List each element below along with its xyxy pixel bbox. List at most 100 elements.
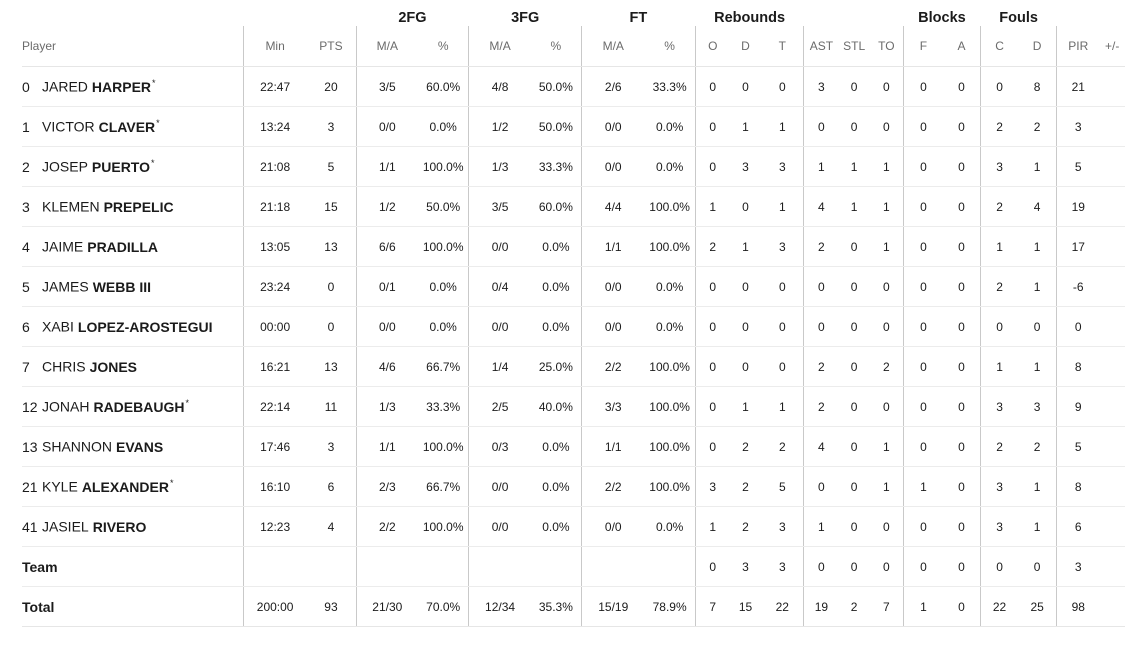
player-last-name[interactable]: PRADILLA [87,238,159,255]
stat-stl: 0 [838,506,870,547]
stat-reb-t: 22 [761,586,804,627]
player-last-name[interactable]: PREPELIC [103,198,174,215]
column-header-reb-o[interactable]: O [694,26,730,67]
column-header-3fg-ma[interactable]: M/A [468,26,531,67]
starter-mark: * [185,398,189,409]
player-cell: 41 JASIEL RIVERO [22,506,244,547]
stat-fg3-pct: 0.0% [530,306,582,347]
stat-ast: 2 [803,386,839,427]
stat-fg3-pct: 25.0% [530,346,582,387]
stat-fg3-pct: 40.0% [530,386,582,427]
player-first-name[interactable]: JAMES [42,278,89,295]
player-first-name[interactable]: JOSEP [42,158,88,175]
stat-pts: 3 [306,106,357,147]
player-first-name[interactable]: VICTOR [42,118,95,135]
table-row: 0 JARED HARPER* 22:47 20 3/5 60.0% 4/8 50.0% 2/6 3… [22,66,1125,107]
stat-ft-pct: 0.0% [644,266,696,307]
column-header-to[interactable]: TO [869,26,904,67]
stat-ast: 0 [803,466,839,507]
stat-stl: 0 [838,546,870,587]
column-header-stl[interactable]: STL [838,26,870,67]
player-last-name[interactable]: WEBB III [92,278,152,295]
column-header-ast[interactable]: AST [803,26,839,67]
stat-foul-c: 3 [980,506,1019,547]
group-header-2fg: 2FG [398,10,427,26]
player-last-name[interactable]: JONES [89,358,138,375]
stat-fg2-pct [418,546,469,587]
player-dorsal: 5 [22,278,30,295]
team-label: Team [22,546,244,587]
player-first-name[interactable]: KYLE [42,478,78,495]
stat-fg2-pct: 100.0% [418,146,469,187]
stat-pm [1099,66,1125,107]
stat-reb-o: 0 [694,546,730,587]
player-first-name[interactable]: JARED [42,78,88,95]
stat-reb-o: 0 [694,106,730,147]
player-first-name[interactable]: XABI [42,318,74,335]
table-row: 1 VICTOR CLAVER* 13:24 3 0/0 0.0% 1/2 50.0% 0/0 0.… [22,106,1125,147]
table-row: 6 XABI LOPEZ-AROSTEGUI 00:00 0 0/0 0.0% 0/0 0.0%… [22,306,1125,347]
player-first-name[interactable]: JASIEL [42,518,89,535]
player-first-name[interactable]: JAIME [42,238,84,255]
stat-stl: 0 [838,66,870,107]
stat-ast: 0 [803,106,839,147]
player-first-name[interactable]: JONAH [42,398,90,415]
group-header-row: 2FG 3FG FT Rebounds Blocks Fouls [22,0,1125,26]
stat-fg2-ma: 1/2 [355,186,419,227]
player-last-name[interactable]: LOPEZ-AROSTEGUI [77,318,213,335]
stat-pir: 5 [1056,146,1100,187]
column-header-player[interactable]: Player [22,26,244,67]
player-last-name[interactable]: RIVERO [92,518,147,535]
stat-pts: 6 [306,466,357,507]
player-first-name[interactable]: CHRIS [42,358,86,375]
stat-ast: 3 [803,66,839,107]
player-last-name[interactable]: RADEBAUGH [93,398,185,415]
column-header-2fg-pct[interactable]: % [418,26,469,67]
stat-ft-ma: 0/0 [581,506,645,547]
column-header-3fg-pct[interactable]: % [530,26,582,67]
player-cell: 12 JONAH RADEBAUGH* [22,386,244,427]
column-header-plus-minus[interactable]: +/- [1099,26,1125,67]
player-last-name[interactable]: CLAVER [98,118,156,135]
column-header-reb-t[interactable]: T [761,26,804,67]
stat-to: 0 [869,506,904,547]
column-header-blk-f[interactable]: F [902,26,943,67]
stat-fg2-pct: 0.0% [418,106,469,147]
column-header-pts[interactable]: PTS [306,26,357,67]
column-header-ft-ma[interactable]: M/A [581,26,645,67]
column-header-blk-a[interactable]: A [942,26,981,67]
player-last-name[interactable]: HARPER [91,78,152,95]
column-header-foul-c[interactable]: C [980,26,1019,67]
player-last-name[interactable]: ALEXANDER [81,478,169,495]
stat-foul-d: 8 [1018,66,1057,107]
stat-fg2-ma: 2/3 [355,466,419,507]
stat-to: 0 [869,266,904,307]
column-header-reb-d[interactable]: D [729,26,762,67]
stat-fg3-pct: 0.0% [530,466,582,507]
column-header-min[interactable]: Min [242,26,307,67]
stat-foul-c: 3 [980,386,1019,427]
column-header-pir[interactable]: PIR [1056,26,1100,67]
stat-reb-d: 0 [729,66,762,107]
stat-reb-d: 0 [729,266,762,307]
stat-reb-t: 0 [761,346,804,387]
stat-blk-a: 0 [942,546,981,587]
stat-foul-d: 2 [1018,426,1057,467]
player-first-name[interactable]: SHANNON [42,438,113,455]
stat-pir: 98 [1056,586,1100,627]
player-last-name[interactable]: PUERTO [91,158,150,175]
stat-pts [306,546,357,587]
column-header-2fg-ma[interactable]: M/A [355,26,419,67]
stat-fg2-ma [355,546,419,587]
player-cell: 5 JAMES WEBB III [22,266,244,307]
stat-ft-ma: 1/1 [581,226,645,267]
player-last-name[interactable]: EVANS [116,438,164,455]
player-first-name[interactable]: KLEMEN [42,198,100,215]
stat-fg3-ma: 2/5 [468,386,531,427]
player-dorsal: 1 [22,118,30,135]
player-dorsal: 7 [22,358,30,375]
column-header-foul-d[interactable]: D [1018,26,1057,67]
stat-min: 17:46 [242,426,307,467]
stat-min: 16:21 [242,346,307,387]
column-header-ft-pct[interactable]: % [644,26,696,67]
